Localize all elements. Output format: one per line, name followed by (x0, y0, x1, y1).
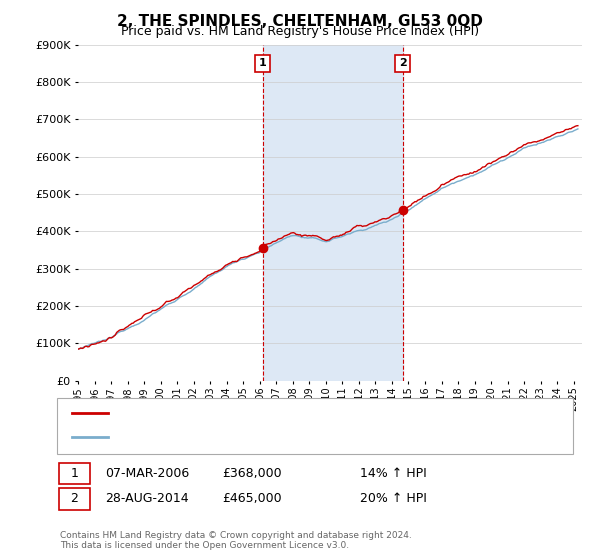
Text: 1: 1 (259, 58, 266, 68)
Bar (263, 45, 403, 381)
Text: 07-MAR-2006: 07-MAR-2006 (105, 466, 189, 480)
Text: Price paid vs. HM Land Registry's House Price Index (HPI): Price paid vs. HM Land Registry's House … (121, 25, 479, 38)
Text: 2: 2 (70, 492, 79, 505)
Text: 28-AUG-2014: 28-AUG-2014 (105, 492, 188, 505)
Text: HPI: Average price, detached house, Cheltenham: HPI: Average price, detached house, Chel… (120, 432, 395, 442)
Text: 14% ↑ HPI: 14% ↑ HPI (360, 466, 427, 480)
Text: £465,000: £465,000 (222, 492, 281, 505)
Text: 2, THE SPINDLES, CHELTENHAM, GL53 0QD (detached house): 2, THE SPINDLES, CHELTENHAM, GL53 0QD (d… (120, 408, 462, 418)
Text: 1: 1 (70, 466, 79, 480)
Text: 20% ↑ HPI: 20% ↑ HPI (360, 492, 427, 505)
Text: 2, THE SPINDLES, CHELTENHAM, GL53 0QD: 2, THE SPINDLES, CHELTENHAM, GL53 0QD (117, 14, 483, 29)
Text: 2: 2 (399, 58, 407, 68)
Text: £368,000: £368,000 (222, 466, 281, 480)
Text: Contains HM Land Registry data © Crown copyright and database right 2024.
This d: Contains HM Land Registry data © Crown c… (60, 530, 412, 550)
